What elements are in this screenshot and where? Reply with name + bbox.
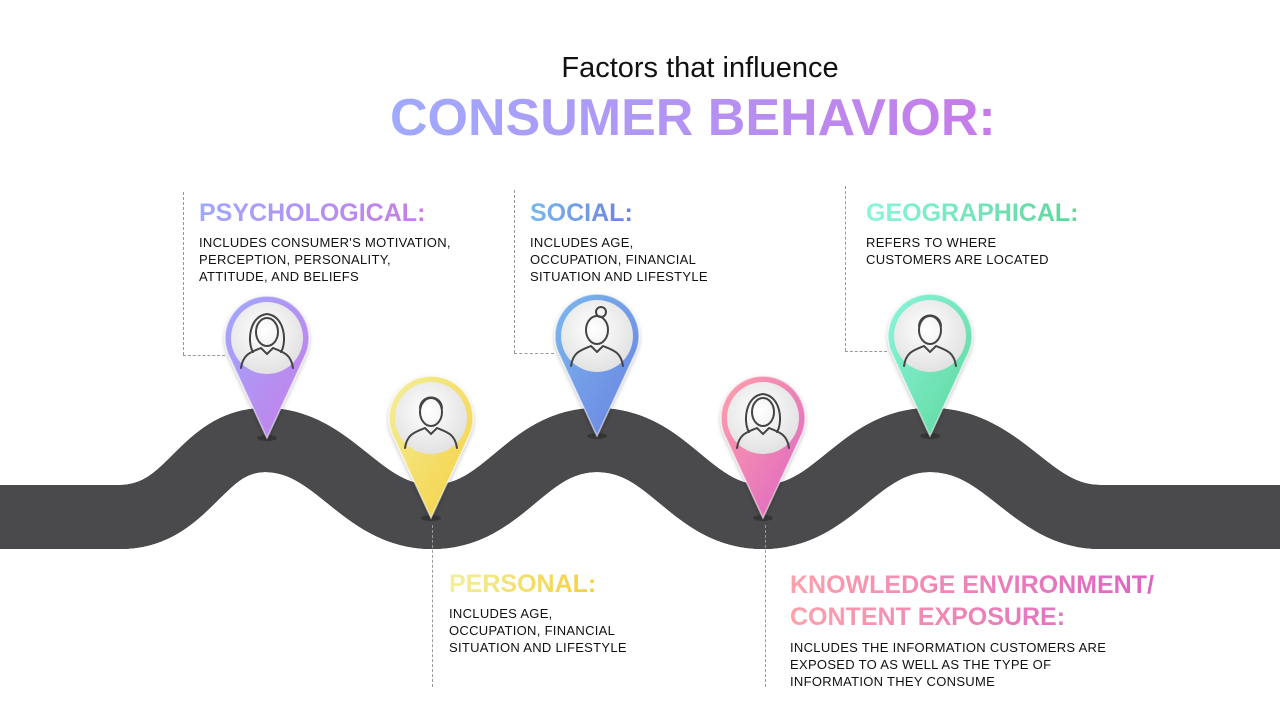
factor-social: SOCIAL: INCLUDES AGE, OCCUPATION, FINANC…	[530, 198, 708, 285]
factor-knowledge-environment: KNOWLEDGE ENVIRONMENT/ CONTENT EXPOSURE:…	[790, 569, 1154, 690]
factor-personal: PERSONAL: INCLUDES AGE, OCCUPATION, FINA…	[449, 569, 627, 656]
connector-line	[432, 525, 433, 687]
factor-geographical: GEOGRAPHICAL: REFERS TO WHERE CUSTOMERS …	[866, 198, 1079, 268]
man-collar-icon	[903, 314, 957, 367]
subtitle: Factors that influence	[561, 52, 839, 84]
connector-line	[514, 353, 554, 354]
location-pin	[554, 293, 640, 439]
factor-heading: PSYCHOLOGICAL:	[199, 199, 426, 227]
connector-line	[765, 525, 766, 687]
location-pin	[224, 295, 310, 441]
factor-heading: GEOGRAPHICAL:	[866, 199, 1079, 227]
factor-heading: SOCIAL:	[530, 199, 633, 227]
factor-description: INCLUDES AGE, OCCUPATION, FINANCIAL SITU…	[449, 606, 627, 655]
factor-heading: KNOWLEDGE ENVIRONMENT/ CONTENT EXPOSURE:	[790, 571, 1154, 631]
woman-straight-hair-icon	[736, 392, 790, 449]
factor-description: INCLUDES CONSUMER'S MOTIVATION, PERCEPTI…	[199, 235, 451, 284]
location-pin	[388, 375, 474, 521]
factor-description: INCLUDES AGE, OCCUPATION, FINANCIAL SITU…	[530, 235, 708, 284]
connector-line	[845, 351, 887, 352]
man-icon	[404, 396, 458, 449]
woman-bun-icon	[570, 306, 624, 367]
location-pin	[887, 293, 973, 439]
connector-line	[183, 355, 225, 356]
main-title: CONSUMER BEHAVIOR:	[390, 89, 996, 147]
factor-description: REFERS TO WHERE CUSTOMERS ARE LOCATED	[866, 235, 1049, 267]
connector-line	[183, 192, 184, 355]
woman-long-hair-icon	[240, 312, 294, 369]
connector-line	[514, 190, 515, 353]
factor-psychological: PSYCHOLOGICAL: INCLUDES CONSUMER'S MOTIV…	[199, 198, 451, 285]
location-pin	[720, 375, 806, 521]
factor-description: INCLUDES THE INFORMATION CUSTOMERS ARE E…	[790, 640, 1107, 689]
factor-heading: PERSONAL:	[449, 570, 597, 598]
connector-line	[845, 186, 846, 351]
road	[0, 407, 1280, 550]
